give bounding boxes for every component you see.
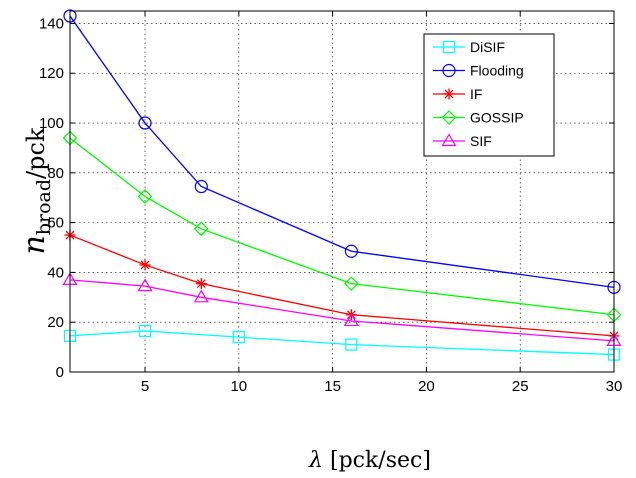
data-point-sif [193, 289, 209, 303]
data-point-if [195, 278, 207, 290]
y-axis-title: nbroad/pck [17, 127, 55, 254]
x-tick-label: 30 [606, 378, 623, 395]
data-point-gossip [344, 276, 359, 291]
legend-marker-gossip [441, 110, 457, 125]
y-tick-label: 40 [47, 264, 64, 281]
series-line-disif [69, 330, 615, 356]
svg-text:λ [pck/sec]: λ [pck/sec] [308, 448, 431, 473]
y-tick-label: 0 [56, 364, 64, 381]
legend-label-disif: DiSIF [470, 39, 505, 55]
legend: DiSIF Flooding IF GOSSIP SIF [423, 33, 555, 157]
data-point-if [139, 259, 151, 271]
data-point-gossip [137, 189, 153, 204]
legend-entry-flooding: Flooding [433, 63, 524, 79]
series-layer [62, 9, 622, 361]
legend-entry-sif: SIF [433, 133, 492, 149]
data-point-sif [343, 313, 359, 327]
legend-entry-if: IF [433, 86, 482, 102]
ticks: 5 10 15 20 25 30 0 20 40 60 80 100 120 140 [39, 11, 622, 395]
series-line-sif [69, 279, 615, 342]
data-point-gossip [193, 221, 209, 237]
data-point-disif [232, 331, 245, 344]
series-disif [63, 324, 621, 361]
y-tick-label: 100 [39, 115, 64, 132]
legend-marker-if [443, 88, 455, 100]
data-point-sif [137, 278, 153, 292]
data-point-flooding [138, 116, 152, 130]
legend-label-gossip: GOSSIP [470, 110, 524, 126]
legend-entry-disif: DiSIF [433, 39, 505, 55]
svg-text:nbroad/pck: nbroad/pck [17, 127, 55, 254]
series-line-gossip [69, 137, 615, 316]
y-tick-label: 120 [39, 65, 64, 82]
legend-label-sif: SIF [470, 133, 492, 149]
legend-box [423, 33, 555, 157]
series-sif [62, 272, 622, 346]
legend-entry-gossip: GOSSIP [433, 110, 524, 126]
y-tick-label: 80 [47, 165, 64, 182]
series-line-flooding [69, 15, 615, 288]
y-tick-label: 140 [39, 15, 64, 32]
x-tick-label: 15 [324, 378, 341, 395]
data-point-disif [345, 338, 358, 351]
data-point-flooding [344, 244, 358, 258]
x-tick-label: 25 [512, 378, 529, 395]
x-tick-label: 10 [230, 378, 247, 395]
x-axis-title: λ [pck/sec] [308, 448, 431, 473]
grid [70, 11, 614, 372]
data-point-flooding [194, 179, 208, 194]
legend-marker-disif [442, 40, 456, 54]
data-point-disif [138, 324, 152, 338]
legend-marker-flooding [442, 63, 456, 78]
legend-label-flooding: Flooding [470, 63, 524, 79]
y-tick-label: 60 [47, 215, 64, 232]
x-tick-label: 20 [418, 378, 435, 395]
legend-marker-sif [441, 133, 457, 147]
legend-label-if: IF [470, 86, 482, 102]
plot-frame [69, 10, 615, 373]
x-tick-label: 5 [141, 378, 149, 395]
y-tick-label: 20 [47, 314, 64, 331]
